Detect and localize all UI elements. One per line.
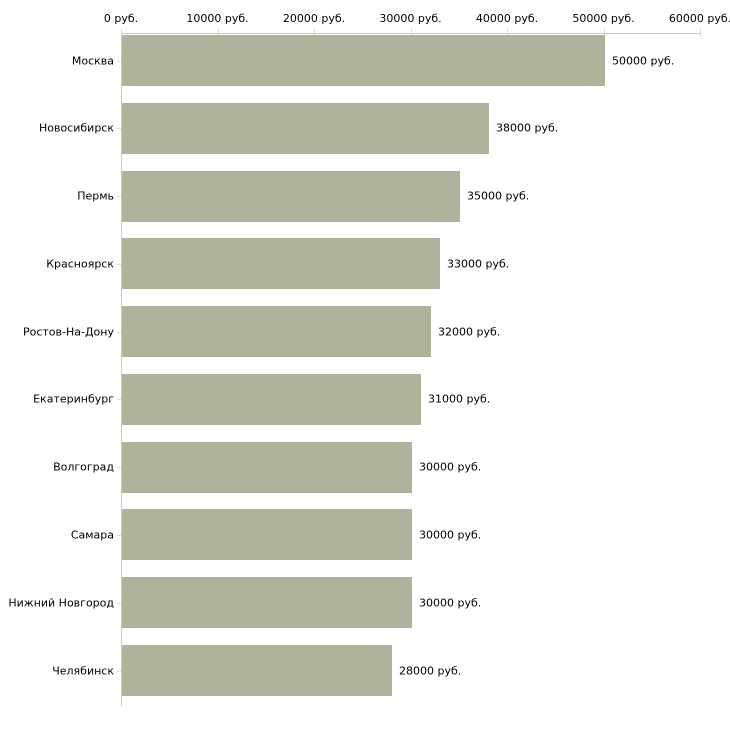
y-axis-tick [117, 196, 121, 197]
x-axis-tick-label: 20000 руб. [282, 12, 346, 25]
category-label: Ростов-На-Дону [22, 325, 114, 339]
x-axis-tick-label: 0 руб. [103, 12, 139, 25]
x-axis-tick [121, 29, 122, 37]
bar [122, 577, 412, 628]
bar [122, 35, 605, 86]
bar [122, 238, 440, 289]
y-axis-tick [117, 332, 121, 333]
y-axis-tick [117, 603, 121, 604]
x-axis-tick [410, 29, 412, 37]
value-label: 31000 руб. [428, 392, 491, 406]
x-axis-tick-label: 60000 руб. [668, 12, 730, 25]
bar [122, 374, 421, 425]
x-axis-tick-label: 40000 руб. [475, 12, 539, 25]
value-label: 30000 руб. [419, 460, 482, 474]
category-label: Москва [71, 54, 114, 68]
x-axis-tick-label: 50000 руб. [572, 12, 635, 25]
y-axis-tick [117, 61, 121, 62]
value-label: 30000 руб. [419, 528, 482, 542]
category-label: Самара [70, 528, 114, 542]
category-label: Новосибирск [38, 121, 114, 135]
y-axis-tick [117, 128, 121, 129]
value-label: 32000 руб. [438, 325, 501, 339]
x-axis-tick-label: 30000 руб. [379, 12, 442, 25]
bar [122, 306, 431, 357]
y-axis-tick [117, 399, 121, 400]
value-label: 33000 руб. [447, 257, 510, 271]
category-label: Челябинск [52, 664, 114, 678]
value-label: 30000 руб. [419, 596, 482, 610]
value-label: 28000 руб. [399, 664, 462, 678]
category-label: Красноярск [46, 257, 114, 271]
x-axis-tick [507, 29, 508, 37]
bar [122, 103, 489, 154]
bar [122, 171, 460, 222]
category-label: Пермь [77, 189, 114, 203]
y-axis-tick [117, 535, 121, 536]
bar [122, 645, 392, 696]
x-axis-tick [314, 29, 315, 37]
x-axis-tick-label: 10000 руб. [186, 12, 249, 25]
category-label: Екатеринбург [33, 392, 114, 406]
y-axis-tick [117, 671, 121, 672]
category-label: Волгоград [53, 460, 114, 474]
bar [122, 442, 412, 493]
y-axis-tick [117, 264, 121, 265]
y-axis-line [121, 33, 122, 706]
x-axis-tick [700, 29, 701, 37]
value-label: 35000 руб. [467, 189, 530, 203]
x-axis-tick [603, 29, 605, 37]
y-axis-tick [117, 467, 121, 468]
value-label: 50000 руб. [612, 54, 675, 68]
bar [122, 509, 412, 560]
category-label: Нижний Новгород [8, 596, 114, 610]
value-label: 38000 руб. [496, 121, 559, 135]
x-axis-tick [217, 29, 219, 37]
